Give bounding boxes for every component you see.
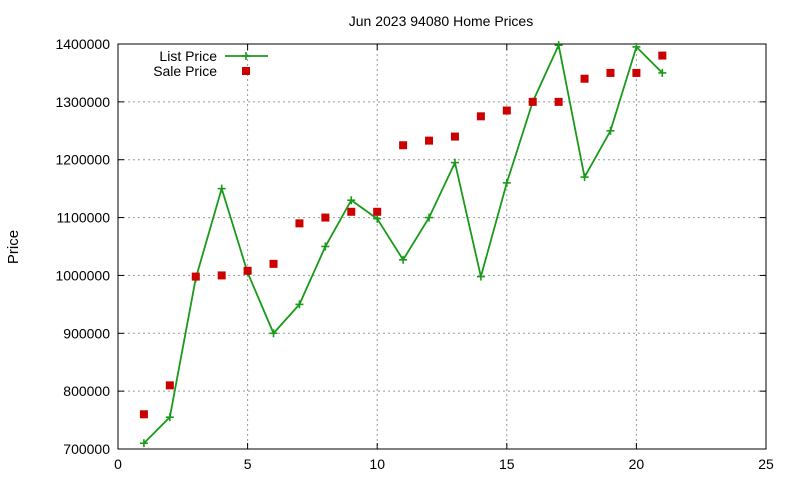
data-point-list-price — [321, 242, 330, 251]
data-point-sale-price — [502, 106, 511, 115]
legend-plus-marker — [242, 52, 250, 60]
data-point-list-price — [295, 300, 304, 309]
y-axis-label: Price — [5, 230, 22, 264]
data-point-sale-price — [347, 207, 356, 216]
data-point-list-price — [476, 272, 485, 281]
data-point-list-price — [217, 184, 226, 193]
data-point-sale-price — [373, 207, 382, 216]
data-point-list-price — [165, 413, 174, 422]
data-point-sale-price — [528, 97, 537, 106]
data-point-list-price — [658, 68, 667, 77]
x-tick-label: 25 — [758, 456, 774, 472]
data-point-list-price — [554, 41, 563, 50]
x-tick-label: 5 — [244, 456, 252, 472]
grid-lines — [118, 44, 766, 449]
data-point-sale-price — [295, 219, 304, 228]
y-tick-label: 1100000 — [57, 210, 111, 226]
data-point-sale-price — [191, 272, 200, 281]
y-tick-label: 900000 — [63, 325, 110, 341]
data-point-sale-price — [476, 112, 485, 121]
data-point-list-price — [425, 213, 434, 222]
data-point-sale-price — [165, 381, 174, 390]
y-tick-label: 800000 — [63, 383, 110, 399]
legend-marker-sale-price — [242, 67, 250, 75]
x-tick-label: 20 — [629, 456, 645, 472]
x-tick-label: 15 — [499, 456, 515, 472]
legend-marker-list-price — [242, 52, 250, 60]
y-tick-label: 1000000 — [55, 267, 110, 283]
data-point-sale-price — [269, 259, 278, 268]
data-point-sale-price — [399, 141, 408, 150]
data-point-sale-price — [243, 266, 252, 275]
data-point-list-price — [450, 158, 459, 167]
data-point-sale-price — [217, 271, 226, 280]
y-tick-label: 1200000 — [55, 152, 110, 168]
data-point-list-price — [347, 196, 356, 205]
y-tick-label: 1400000 — [55, 36, 110, 52]
data-point-list-price — [632, 42, 641, 51]
x-tick-label: 10 — [369, 456, 385, 472]
legend-label-sale-price: Sale Price — [153, 63, 217, 79]
data-point-sale-price — [580, 74, 589, 83]
data-point-sale-price — [139, 410, 148, 419]
data-point-sale-price — [658, 51, 667, 60]
axis-ticks: 0 5 10 15 20 25 700000 800000 900000 1000000 11000… — [55, 36, 774, 472]
data-point-sale-price — [554, 97, 563, 106]
chart-title: Jun 2023 94080 Home Prices — [349, 13, 533, 29]
data-point-sale-price — [632, 68, 641, 77]
data-point-list-price — [269, 329, 278, 338]
data-point-list-price — [606, 126, 615, 135]
x-tick-label: 0 — [114, 456, 122, 472]
data-point-sale-price — [450, 132, 459, 141]
data-point-list-price — [399, 255, 408, 264]
series-line-list-price — [143, 42, 663, 444]
plot-frame — [117, 43, 767, 450]
y-tick-label: 1300000 — [55, 94, 110, 110]
data-point-list-price — [580, 173, 589, 182]
data-point-list-price — [139, 439, 148, 448]
legend-label-list-price: List Price — [159, 48, 217, 64]
data-point-sale-price — [321, 213, 330, 222]
data-point-sale-price — [425, 136, 434, 145]
data-point-list-price — [373, 214, 382, 223]
y-tick-label: 700000 — [63, 441, 110, 457]
series-layer — [139, 41, 667, 448]
legend: List Price Sale Price — [153, 48, 268, 79]
data-point-list-price — [502, 178, 511, 187]
data-point-sale-price — [606, 68, 615, 77]
